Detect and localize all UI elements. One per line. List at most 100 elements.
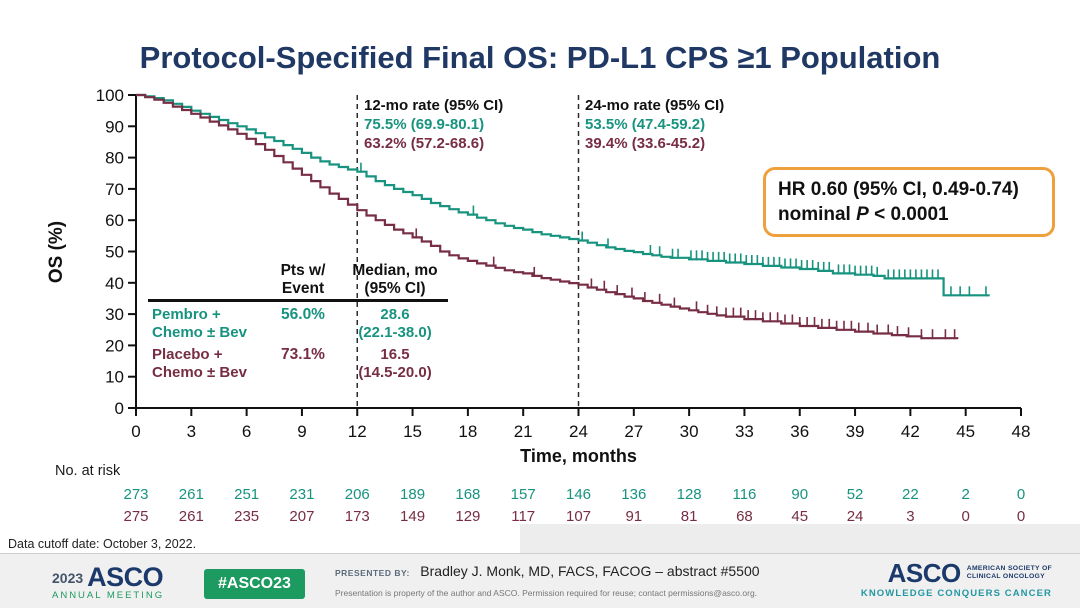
x-tick-label: 27 [624,422,643,441]
at-risk-value: 146 [565,486,592,503]
presenter-name: Bradley J. Monk, MD, FACS, FACOG – abstr… [420,563,760,579]
asco-society-logo: ASCO AMERICAN SOCIETY OF CLINICAL ONCOLO… [860,558,1052,599]
at-risk-value: 273 [123,486,149,503]
table-row-placebo-event: 73.1% [281,346,325,363]
rate-12mo-annotation: 12-mo rate (95% CI) 75.5% (69.9-80.1) 63… [364,96,503,153]
table-row-pembro-name: Pembro + Chemo ± Bev [152,306,247,341]
at-risk-value: 81 [680,508,698,525]
at-risk-value: 189 [400,486,426,503]
at-risk-value: 231 [289,486,315,503]
at-risk-value: 251 [234,486,260,503]
at-risk-value: 107 [565,508,592,525]
at-risk-value: 0 [1016,486,1026,503]
hr-line1: HR 0.60 (95% CI, 0.49-0.74) [778,179,1019,200]
asco-logo-text: ASCO [87,562,164,592]
x-tick-label: 6 [242,422,251,441]
asco-society-name: AMERICAN SOCIETY OF CLINICAL ONCOLOGY [966,565,1052,580]
at-risk-value: 68 [736,508,753,525]
rate-12mo-header: 12-mo rate (95% CI) [364,97,504,114]
hazard-ratio-box: HR 0.60 (95% CI, 0.49-0.74) nominal P < … [763,167,1055,237]
asco-logo-right: ASCO [887,558,962,588]
table-header-median: Median, mo (95% CI) [352,262,438,297]
rate-24mo-placebo: 39.4% (33.6-45.2) [585,135,706,152]
asco-tagline: KNOWLEDGE CONQUERS CANCER [860,588,1052,599]
at-risk-value: 116 [732,486,757,503]
at-risk-value: 90 [791,486,809,503]
y-tick-label: 30 [105,305,124,324]
at-risk-value: 261 [178,486,204,503]
table-row-placebo-median: 16.5 (14.5-20.0) [358,346,432,381]
asco-annual-meeting-logo: 2023 ASCO ANNUAL MEETING [52,562,165,602]
x-tick-label: 36 [790,422,809,441]
x-tick-label: 0 [131,422,140,441]
x-axis-title: Time, months [520,446,637,466]
x-tick-label: 18 [458,422,477,441]
at-risk-value: 2 [961,486,970,503]
y-tick-label: 70 [105,180,124,199]
at-risk-value: 22 [902,486,919,503]
at-risk-value: 149 [400,508,426,525]
rate-24mo-pembro: 53.5% (47.4-59.2) [585,116,706,133]
x-tick-label: 30 [680,422,699,441]
y-tick-label: 20 [105,336,124,355]
footer-band: 2023 ASCO ANNUAL MEETING #ASCO23 PRESENT… [0,553,1080,608]
presented-by-block: PRESENTED BY: Bradley J. Monk, MD, FACS,… [335,563,760,598]
y-tick-label: 0 [115,399,124,418]
table-row-pembro-median: 28.6 (22.1-38.0) [358,306,432,341]
table-header-events: Pts w/ Event [280,262,326,297]
table-row-placebo-name: Placebo + Chemo ± Bev [152,346,247,381]
x-tick-label: 39 [846,422,865,441]
table-rule [148,299,448,302]
hashtag-badge: #ASCO23 [204,569,305,599]
at-risk-value: 3 [906,508,915,525]
x-tick-label: 42 [901,422,920,441]
rate-24mo-header: 24-mo rate (95% CI) [585,97,725,114]
rate-24mo-annotation: 24-mo rate (95% CI) 53.5% (47.4-59.2) 39… [585,96,724,153]
at-risk-value: 45 [791,508,809,525]
at-risk-value: 52 [846,486,864,503]
at-risk-value: 117 [511,508,536,525]
annual-meeting-label: ANNUAL MEETING [52,590,165,601]
x-tick-label: 15 [403,422,422,441]
at-risk-value: 207 [289,508,315,525]
x-tick-label: 48 [1012,422,1031,441]
y-tick-label: 10 [105,368,124,387]
at-risk-value: 0 [961,508,970,525]
x-tick-label: 9 [297,422,306,441]
at-risk-value: 261 [178,508,204,525]
at-risk-value: 91 [625,508,643,525]
y-tick-label: 40 [105,274,124,293]
presented-by-label: PRESENTED BY: [335,568,410,578]
at-risk-value: 129 [455,508,481,525]
data-cutoff-note: Data cutoff date: October 3, 2022. [8,537,197,551]
at-risk-value: 128 [676,486,702,503]
footer-gray-strip [520,524,1080,553]
y-tick-label: 60 [105,211,124,230]
table-row-pembro-event: 56.0% [281,306,325,323]
at-risk-value: 0 [1016,508,1026,525]
y-tick-label: 80 [105,149,124,168]
y-axis-title: OS (%) [46,221,67,283]
at-risk-value: 157 [510,486,536,503]
at-risk-value: 136 [621,486,647,503]
rate-12mo-placebo: 63.2% (57.2-68.6) [364,135,485,152]
x-tick-label: 21 [514,422,533,441]
page-title: Protocol-Specified Final OS: PD-L1 CPS ≥… [139,40,941,75]
x-tick-label: 24 [569,422,588,441]
y-tick-label: 100 [96,86,124,105]
at-risk-value: 168 [455,486,481,503]
rate-12mo-pembro: 75.5% (69.9-80.1) [364,116,485,133]
logo-year: 2023 [52,570,84,586]
x-tick-label: 12 [348,422,367,441]
at-risk-value: 24 [846,508,864,525]
at-risk-value: 206 [344,486,370,503]
at-risk-label: No. at risk [55,463,121,479]
at-risk-value: 235 [234,508,260,525]
x-tick-label: 45 [956,422,975,441]
at-risk-value: 275 [123,508,149,525]
hr-line2: nominal P < 0.0001 [778,204,949,225]
at-risk-value: 173 [344,508,370,525]
x-tick-label: 3 [187,422,196,441]
